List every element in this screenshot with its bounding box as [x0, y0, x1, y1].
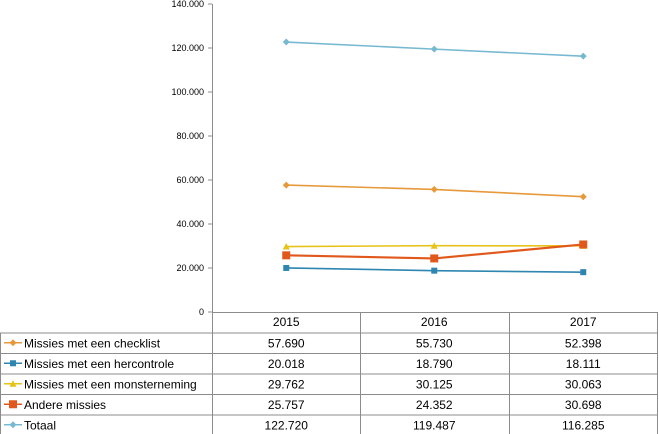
data-point-marker	[282, 251, 291, 260]
data-point-marker	[579, 193, 587, 201]
data-value-label: 122.720	[265, 419, 309, 433]
legend-entry: Missies met een monsterneming	[24, 378, 197, 392]
data-point-marker	[579, 52, 587, 60]
data-point-marker	[579, 240, 588, 249]
data-value-label: 29.762	[268, 378, 305, 392]
data-value-label: 20.018	[268, 357, 305, 371]
data-value-label: 30.125	[416, 378, 453, 392]
legend-key-marker	[9, 339, 17, 347]
category-label: 2016	[421, 315, 448, 329]
y-tick-label: 40.000	[176, 219, 204, 229]
data-value-label: 18.790	[416, 357, 453, 371]
legend-entry: Totaal	[24, 419, 56, 433]
data-point-marker	[430, 45, 438, 53]
data-value-label: 119.487	[413, 419, 456, 433]
data-value-label: 55.730	[416, 337, 453, 351]
y-tick-label: 100.000	[171, 87, 204, 97]
data-table: 2015 2016 2017 Missies met een checklist 57.…	[0, 312, 658, 434]
legend-key-marker	[9, 400, 17, 409]
data-value-label: 25.757	[268, 398, 305, 412]
legend-entry: Missies met een hercontrole	[24, 357, 174, 371]
legend-entry: Missies met een checklist	[24, 337, 161, 351]
category-label: 2017	[570, 315, 597, 329]
data-point-marker	[282, 181, 290, 189]
data-point-marker	[430, 185, 438, 193]
series-lines	[282, 38, 588, 276]
y-tick-label: 80.000	[176, 131, 204, 141]
data-point-marker	[282, 243, 290, 250]
category-label: 2015	[273, 315, 300, 329]
data-point-marker	[431, 267, 438, 274]
y-axis: 0 20.000 40.000 60.000 80.000 100.000 120.000 1…	[171, 0, 213, 317]
data-value-label: 24.352	[416, 398, 453, 412]
legend-key-marker	[10, 360, 16, 367]
data-value-label: 18.111	[566, 357, 601, 371]
data-point-marker	[430, 242, 438, 249]
data-point-marker	[580, 269, 587, 276]
legend-entry: Andere missies	[24, 398, 106, 412]
y-tick-label: 140.000	[171, 0, 204, 9]
data-value-label: 116.285	[562, 419, 605, 433]
y-tick-label: 20.000	[176, 263, 204, 273]
y-tick-label: 120.000	[171, 43, 204, 53]
data-point-marker	[430, 254, 439, 263]
data-point-marker	[283, 264, 290, 271]
data-value-label: 30.063	[565, 378, 602, 392]
data-value-label: 52.398	[565, 337, 602, 351]
y-tick-label: 0	[199, 307, 204, 317]
legend-key-marker	[9, 421, 17, 429]
data-point-marker	[282, 38, 290, 46]
data-value-label: 30.698	[565, 398, 602, 412]
y-tick-label: 60.000	[176, 175, 204, 185]
data-value-label: 57.690	[268, 337, 305, 351]
legend-key-marker	[9, 380, 17, 387]
